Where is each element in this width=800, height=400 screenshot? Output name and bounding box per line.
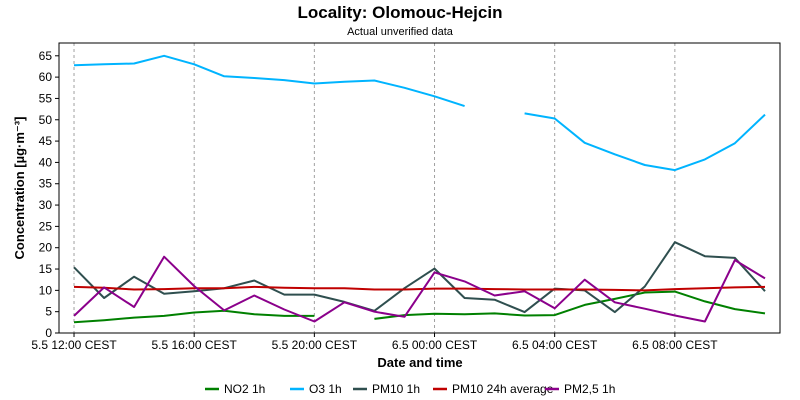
legend-label-pm2-5-1h: PM2,5 1h: [564, 382, 615, 396]
y-tick-label: 55: [39, 91, 53, 105]
x-tick-label: 5.5 20:00 CEST: [272, 338, 358, 352]
x-tick-label: 6.5 04:00 CEST: [512, 338, 598, 352]
gridlines: [73, 43, 676, 333]
chart-subtitle: Actual unverified data: [347, 26, 454, 38]
series-lines: [73, 54, 766, 324]
series-line-no2-1h: [73, 290, 766, 324]
legend-label-pm10-1h: PM10 1h: [372, 382, 420, 396]
legend-label-no2-1h: NO2 1h: [224, 382, 265, 396]
series-line-pm10-24h-average: [73, 285, 766, 292]
legend: NO2 1h O3 1h PM10 1h PM10 24h average PM2,5 …: [205, 382, 615, 396]
series-line-o3-1h: [73, 54, 766, 172]
x-axis-label: Date and time: [377, 355, 462, 370]
y-tick-label: 0: [45, 326, 52, 340]
y-tick-label: 25: [39, 219, 53, 233]
y-tick-label: 60: [39, 70, 53, 84]
series-line-pm10-1h: [73, 241, 766, 314]
x-tick-label: 6.5 00:00 CEST: [392, 338, 478, 352]
y-tick-label: 65: [39, 49, 53, 63]
y-tick-label: 50: [39, 113, 53, 127]
chart-title: Locality: Olomouc-Hejcin: [298, 3, 503, 22]
y-tick-label: 45: [39, 134, 53, 148]
y-tick-label: 40: [39, 155, 53, 169]
series-line-pm2-5-1h: [73, 255, 766, 323]
y-axis-label: Concentration [µg·m⁻³]: [12, 117, 27, 260]
x-axis-ticks: 5.5 12:00 CEST 5.5 16:00 CEST 5.5 20:00 CE…: [31, 333, 718, 352]
legend-label-o3-1h: O3 1h: [309, 382, 342, 396]
x-tick-label: 6.5 08:00 CEST: [632, 338, 718, 352]
y-tick-label: 35: [39, 177, 53, 191]
x-tick-label: 5.5 12:00 CEST: [31, 338, 117, 352]
y-tick-label: 5: [45, 305, 52, 319]
y-tick-label: 20: [39, 241, 53, 255]
y-tick-label: 15: [39, 262, 53, 276]
x-tick-label: 5.5 16:00 CEST: [151, 338, 237, 352]
y-tick-label: 30: [39, 198, 53, 212]
y-tick-label: 10: [39, 283, 53, 297]
legend-label-pm10-24h-average: PM10 24h average: [452, 382, 554, 396]
plot-frame: [58, 42, 781, 334]
y-axis-ticks: 0 5 10 15 20 25 30 35 40 45 50 55 60 65: [39, 49, 59, 340]
